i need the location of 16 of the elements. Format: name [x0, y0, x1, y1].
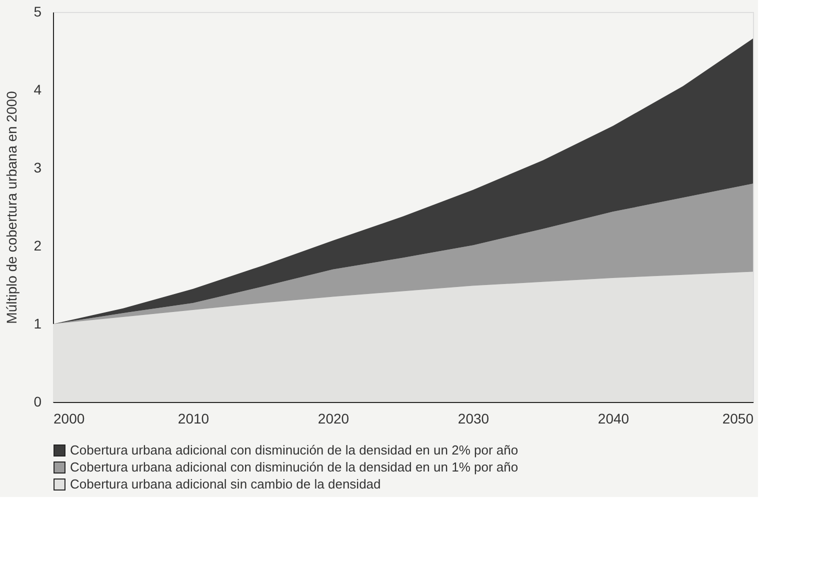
x-tick-label: 2020: [318, 410, 350, 426]
x-tick-label: 2050: [722, 410, 754, 426]
y-tick-label: 4: [34, 82, 42, 98]
legend-label: Cobertura urbana adicional con disminución de la densidad en un 1% por año: [70, 460, 518, 474]
x-tick-label: 2010: [178, 410, 210, 426]
y-tick-label: 1: [34, 316, 42, 332]
legend-label: Cobertura urbana adicional sin cambio de la densidad: [70, 476, 381, 492]
y-tick-label: 2: [34, 238, 42, 254]
x-tick-label: 2030: [458, 410, 490, 426]
y-axis-title: Múltiplo de cobertura urbana en 2000: [4, 90, 20, 324]
y-tick-label: 5: [34, 4, 42, 20]
y-tick-label: 0: [34, 394, 42, 410]
y-tick-label: 3: [34, 160, 42, 176]
x-tick-label: 2000: [54, 410, 85, 426]
legend-label: Cobertura urbana adicional con disminución de la densidad en un 2% por año: [70, 442, 518, 458]
x-tick-label: 2040: [598, 410, 630, 426]
